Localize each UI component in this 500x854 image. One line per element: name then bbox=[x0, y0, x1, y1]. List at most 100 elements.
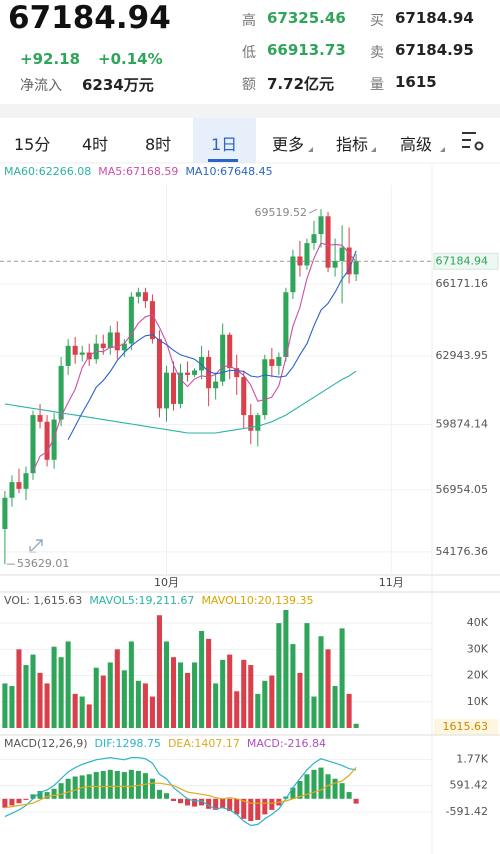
tab[interactable]: 高级 bbox=[400, 135, 433, 154]
candle-body bbox=[44, 421, 50, 460]
ma-line bbox=[67, 250, 357, 440]
candle-body bbox=[255, 415, 261, 431]
candle-body bbox=[51, 419, 57, 460]
stat-label: 低 bbox=[242, 45, 256, 61]
macd-bar bbox=[241, 798, 247, 819]
volume-bar bbox=[297, 672, 303, 728]
y-tick-label: 56954.05 bbox=[436, 483, 489, 496]
candle-body bbox=[30, 415, 36, 474]
tab[interactable]: 4时 bbox=[82, 135, 109, 154]
tab[interactable]: 8时 bbox=[145, 135, 172, 154]
macd-bar bbox=[65, 778, 71, 799]
macd-bar bbox=[51, 788, 57, 799]
price: 67184.94 bbox=[8, 0, 171, 36]
legend-entry: MAVOL5:19,211.67 bbox=[89, 594, 194, 607]
volume-bar bbox=[332, 686, 338, 728]
candle-body bbox=[2, 497, 8, 530]
y-tick-label: 1.77K bbox=[456, 752, 488, 765]
macd-bar bbox=[325, 774, 331, 799]
candle-body bbox=[177, 372, 184, 404]
legend-entry: DIF:1298.75 bbox=[95, 737, 161, 750]
macd-bar bbox=[30, 794, 36, 799]
macd-bar bbox=[255, 798, 261, 820]
macd-bar bbox=[304, 774, 310, 799]
macd-bar bbox=[23, 798, 29, 800]
separator bbox=[0, 104, 500, 118]
candle-body bbox=[135, 292, 141, 297]
candle-body bbox=[325, 216, 331, 268]
volume-bar bbox=[156, 615, 162, 728]
candle-body bbox=[248, 415, 254, 431]
candle-body bbox=[107, 332, 113, 349]
legend-entry: MA5:67168.59 bbox=[98, 165, 178, 178]
macd-bar bbox=[16, 798, 22, 804]
volume-bar bbox=[290, 644, 296, 728]
candle-body bbox=[220, 334, 226, 382]
volume-bar bbox=[346, 693, 352, 728]
macd-bar bbox=[2, 798, 8, 808]
volume-bar bbox=[248, 665, 254, 728]
volume-bar bbox=[213, 683, 219, 728]
settings-icon[interactable] bbox=[462, 132, 484, 151]
tab[interactable]: 1日 bbox=[211, 135, 238, 154]
macd-bar bbox=[234, 798, 240, 815]
volume-bar bbox=[241, 659, 247, 728]
volume-bar bbox=[318, 636, 324, 728]
x-tick-label: 10月 bbox=[154, 576, 179, 589]
ma-line bbox=[4, 756, 357, 827]
macd-bar bbox=[206, 798, 212, 809]
volume-bar bbox=[206, 638, 212, 728]
volume-bar bbox=[65, 641, 71, 728]
volume-bar bbox=[339, 628, 345, 728]
macd-bar bbox=[311, 769, 317, 799]
stat-value: 67184.95 bbox=[395, 41, 474, 59]
candle-body bbox=[241, 377, 247, 416]
legend-entry: MA60:62266.08 bbox=[4, 165, 91, 178]
tab[interactable]: 更多 bbox=[272, 135, 305, 154]
volume-bar bbox=[93, 667, 99, 728]
volume-bar bbox=[276, 623, 282, 728]
stat-value: 66913.73 bbox=[267, 41, 346, 59]
change: +92.18 bbox=[20, 50, 81, 68]
y-tick-label: 20K bbox=[467, 669, 489, 682]
volume-bar bbox=[9, 686, 15, 728]
tab[interactable]: 15分 bbox=[14, 135, 51, 154]
current-price-label: 67184.94 bbox=[436, 254, 489, 267]
candle-body bbox=[100, 343, 106, 349]
volume-bar bbox=[269, 675, 275, 728]
expand-icon[interactable] bbox=[29, 539, 43, 553]
macd-bar bbox=[149, 778, 155, 799]
volume-bar bbox=[170, 657, 177, 728]
candle-body bbox=[79, 352, 85, 355]
macd-bar bbox=[44, 792, 50, 799]
macd-bar bbox=[170, 798, 177, 801]
current-price-box bbox=[433, 252, 499, 270]
y-tick-label: 591.42 bbox=[450, 779, 489, 792]
current-volume-label: 1615.63 bbox=[443, 720, 489, 733]
macd-bar bbox=[346, 792, 352, 799]
y-tick-label: 40K bbox=[467, 616, 489, 629]
macd-bar bbox=[353, 798, 359, 804]
tab[interactable]: 指标 bbox=[336, 135, 369, 154]
ma-line bbox=[4, 370, 357, 434]
macd-bar bbox=[93, 772, 99, 799]
candle-body bbox=[227, 334, 233, 369]
candle-body bbox=[276, 357, 282, 366]
active-tab-bg bbox=[193, 118, 256, 163]
candle-body bbox=[149, 301, 155, 340]
candle-body bbox=[72, 345, 78, 355]
macd-bar bbox=[213, 798, 219, 810]
candle-body bbox=[199, 357, 205, 371]
volume-bar bbox=[304, 623, 310, 728]
macd-bar bbox=[114, 770, 120, 799]
candle-body bbox=[65, 345, 71, 366]
volume-bar bbox=[142, 683, 148, 728]
candle-body bbox=[58, 365, 64, 420]
macd-bar bbox=[163, 793, 170, 799]
volume-bar bbox=[163, 641, 170, 728]
volume-bar bbox=[23, 665, 29, 728]
inflow: 6234万元 bbox=[82, 76, 154, 94]
candle-body bbox=[346, 247, 352, 275]
legend-entry: MACD(12,26,9) bbox=[4, 737, 88, 750]
candle-body bbox=[185, 372, 191, 375]
